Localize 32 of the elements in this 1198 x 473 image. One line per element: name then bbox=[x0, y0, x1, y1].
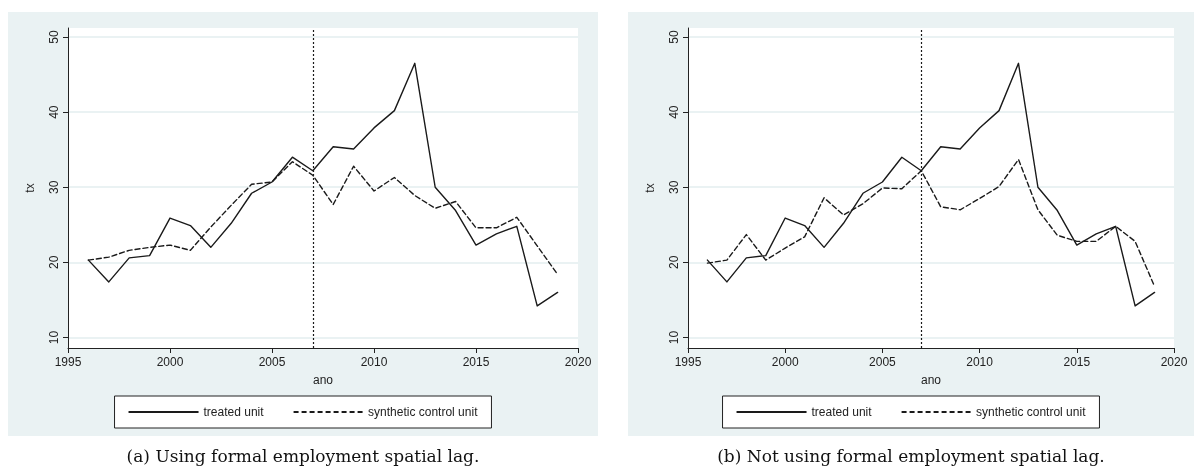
text: (a) Using formal employment spatial lag. bbox=[125, 446, 481, 466]
legend-label: synthetic control unit bbox=[976, 405, 1087, 419]
x-tick-label: 2005 bbox=[869, 355, 897, 369]
y-tick-label: 30 bbox=[47, 180, 61, 194]
x-tick-label: 2005 bbox=[258, 355, 286, 369]
text: treated unit bbox=[811, 405, 873, 419]
y-axis-title: tx bbox=[23, 183, 37, 193]
y-tick-label: 50 bbox=[667, 30, 681, 44]
y-tick-label: 40 bbox=[47, 105, 61, 119]
x-tick-label: 1995 bbox=[54, 355, 82, 369]
text: (b) Not using formal employment spatial lag. bbox=[716, 446, 1106, 466]
x-tick-label: 2010 bbox=[966, 355, 994, 369]
x-tick-label: 1995 bbox=[674, 355, 702, 369]
x-tick-label: 2020 bbox=[564, 355, 592, 369]
y-tick-label: 50 bbox=[47, 30, 61, 44]
y-tick-label: 40 bbox=[667, 105, 681, 119]
x-tick-label: 2010 bbox=[360, 355, 388, 369]
x-axis-title: ano bbox=[920, 373, 942, 387]
text: treated unit bbox=[203, 405, 265, 419]
y-axis-title: tx bbox=[643, 183, 657, 193]
y-tick-label: 10 bbox=[47, 330, 61, 345]
x-tick-label: 2015 bbox=[462, 355, 490, 369]
x-tick-label: 2000 bbox=[156, 355, 184, 369]
legend-label: synthetic control unit bbox=[368, 405, 479, 419]
x-tick-label: 2020 bbox=[1160, 355, 1188, 369]
y-tick-label: 30 bbox=[667, 180, 681, 194]
x-axis-title: ano bbox=[312, 373, 334, 387]
y-tick-label: 20 bbox=[667, 255, 681, 270]
x-tick-label: 2015 bbox=[1063, 355, 1091, 369]
y-tick-label: 20 bbox=[47, 255, 61, 270]
y-tick-label: 10 bbox=[667, 330, 681, 345]
x-tick-label: 2000 bbox=[771, 355, 799, 369]
